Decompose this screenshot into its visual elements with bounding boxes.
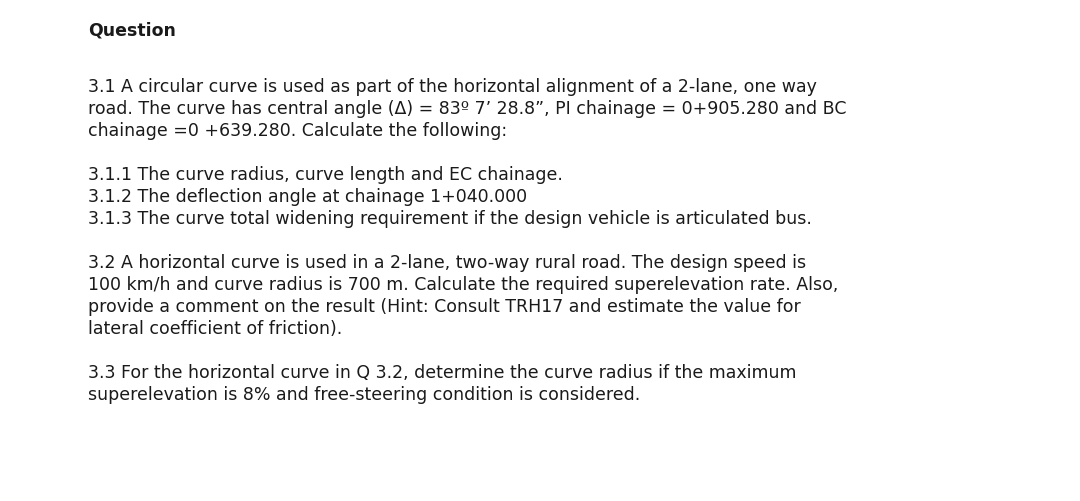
- Text: lateral coefficient of friction).: lateral coefficient of friction).: [87, 319, 342, 337]
- Text: 3.1.3 The curve total widening requirement if the design vehicle is articulated : 3.1.3 The curve total widening requireme…: [87, 209, 812, 227]
- Text: chainage =0 +639.280. Calculate the following:: chainage =0 +639.280. Calculate the foll…: [87, 122, 508, 140]
- Text: 3.3 For the horizontal curve in Q 3.2, determine the curve radius if the maximum: 3.3 For the horizontal curve in Q 3.2, d…: [87, 363, 797, 381]
- Text: Question: Question: [87, 22, 176, 40]
- Text: 100 km/h and curve radius is 700 m. Calculate the required superelevation rate. : 100 km/h and curve radius is 700 m. Calc…: [87, 276, 838, 294]
- Text: provide a comment on the result (Hint: Consult TRH17 and estimate the value for: provide a comment on the result (Hint: C…: [87, 298, 800, 315]
- Text: 3.1.2 The deflection angle at chainage 1+040.000: 3.1.2 The deflection angle at chainage 1…: [87, 188, 527, 205]
- Text: road. The curve has central angle (Δ) = 83º 7’ 28.8”, PI chainage = 0+905.280 an: road. The curve has central angle (Δ) = …: [87, 100, 847, 118]
- Text: 3.1 A circular curve is used as part of the horizontal alignment of a 2-lane, on: 3.1 A circular curve is used as part of …: [87, 78, 816, 96]
- Text: superelevation is 8% and free-steering condition is considered.: superelevation is 8% and free-steering c…: [87, 385, 640, 403]
- Text: 3.1.1 The curve radius, curve length and EC chainage.: 3.1.1 The curve radius, curve length and…: [87, 166, 563, 184]
- Text: 3.2 A horizontal curve is used in a 2-lane, two-way rural road. The design speed: 3.2 A horizontal curve is used in a 2-la…: [87, 254, 806, 272]
